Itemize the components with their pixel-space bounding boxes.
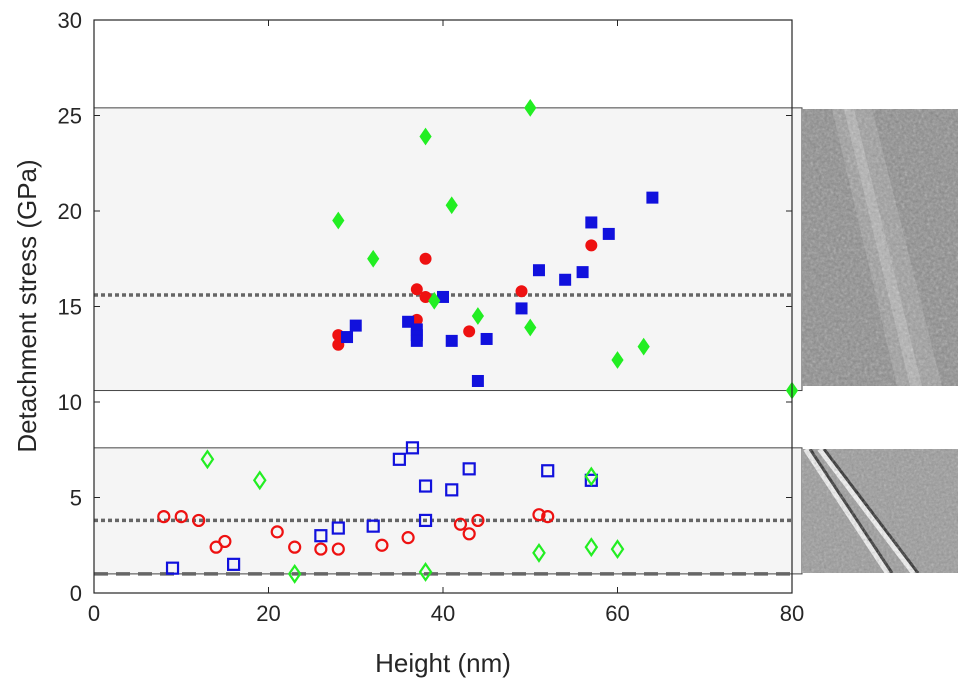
point-circle-open-9: [375, 538, 389, 552]
point-circle-open-13: [471, 513, 485, 528]
y-tick-label-3: 15: [58, 295, 82, 320]
point-circle-open-8: [331, 542, 345, 556]
data-points: [157, 98, 799, 584]
point-diamond-open-1: [252, 470, 267, 491]
point-circle-filled-6: [463, 325, 476, 338]
point-circle-open-12: [462, 527, 476, 541]
point-diamond-filled-4: [445, 196, 458, 215]
point-circle-open-1: [174, 509, 188, 524]
point-square-open-2: [314, 529, 328, 543]
point-circle-open-5: [270, 525, 284, 539]
point-diamond-filled-3: [428, 291, 441, 310]
y-tick-label-0: 0: [70, 581, 82, 606]
point-square-filled-10: [515, 302, 528, 315]
point-square-filled-12: [559, 273, 572, 286]
point-diamond-filled-0: [332, 211, 345, 230]
y-tick-label-2: 10: [58, 390, 82, 415]
y-tick-label-5: 25: [58, 104, 82, 129]
point-square-filled-9: [480, 332, 493, 345]
point-square-filled-11: [532, 264, 545, 277]
point-circle-open-2: [192, 513, 206, 528]
point-square-filled-7: [445, 334, 458, 347]
point-diamond-open-2: [287, 563, 302, 584]
point-diamond-open-6: [584, 466, 599, 487]
point-diamond-filled-5: [471, 307, 485, 325]
x-tick-label-4: 80: [780, 601, 804, 626]
x-tick-label-3: 60: [605, 601, 629, 626]
point-square-open-9: [445, 483, 459, 497]
point-square-filled-5: [410, 334, 423, 347]
point-diamond-filled-1: [367, 249, 380, 268]
point-square-filled-14: [585, 216, 598, 229]
point-diamond-filled-2: [419, 127, 432, 146]
y-tick-label-6: 30: [58, 8, 82, 33]
point-diamond-filled-7: [524, 318, 537, 337]
point-square-open-4: [366, 519, 380, 533]
point-diamond-filled-6: [524, 98, 537, 117]
point-diamond-filled-9: [637, 337, 650, 356]
point-circle-filled-2: [410, 283, 423, 296]
point-square-open-1: [227, 557, 241, 571]
point-diamond-open-3: [418, 562, 433, 582]
point-circle-filled-8: [585, 239, 598, 252]
x-tick-label-1: 20: [256, 601, 280, 626]
point-square-open-5: [392, 452, 406, 466]
point-square-filled-0: [341, 331, 354, 344]
point-square-open-7: [418, 479, 433, 493]
point-square-filled-15: [602, 227, 615, 240]
point-square-open-11: [541, 464, 555, 478]
point-circle-open-0: [157, 509, 171, 524]
x-tick-label-0: 0: [88, 601, 100, 626]
point-diamond-open-7: [610, 539, 625, 560]
point-diamond-open-4: [532, 542, 546, 563]
reference-lines: [94, 293, 792, 576]
afm-image-lower: [802, 449, 958, 573]
point-square-open-3: [331, 521, 345, 535]
point-diamond-open-5: [584, 537, 599, 558]
point-square-open-6: [405, 441, 420, 455]
afm-image-upper: [802, 109, 958, 386]
x-tick-label-2: 40: [431, 601, 455, 626]
point-circle-open-6: [288, 540, 302, 554]
point-diamond-open-0: [200, 449, 215, 470]
y-tick-label-4: 20: [58, 199, 82, 224]
point-square-open-8: [418, 513, 433, 528]
band-1: [93, 447, 803, 575]
point-circle-open-11: [453, 517, 468, 531]
shaded-bands: [93, 107, 803, 575]
y-tick-label-1: 5: [70, 486, 82, 511]
band-0: [93, 107, 803, 392]
point-circle-filled-7: [515, 285, 528, 298]
point-diamond-filled-8: [611, 351, 624, 369]
y-axis-label: Detachment stress (GPa): [12, 159, 42, 452]
x-axis-label: Height (nm): [375, 648, 511, 678]
point-circle-open-10: [401, 531, 415, 545]
point-circle-open-14: [532, 508, 546, 522]
point-circle-open-4: [218, 534, 232, 549]
point-square-filled-13: [576, 266, 589, 279]
point-square-filled-16: [646, 191, 659, 204]
point-square-open-10: [462, 462, 476, 476]
point-square-open-0: [165, 561, 180, 575]
point-circle-filled-4: [419, 252, 432, 265]
point-circle-open-7: [314, 542, 328, 556]
point-square-filled-2: [402, 315, 415, 328]
point-square-filled-8: [471, 374, 484, 387]
point-circle-open-15: [541, 509, 555, 524]
axis-ticks: 0 20 40 60 80 0 5 10 15 20 25 30: [58, 8, 805, 626]
point-square-filled-1: [349, 319, 362, 332]
